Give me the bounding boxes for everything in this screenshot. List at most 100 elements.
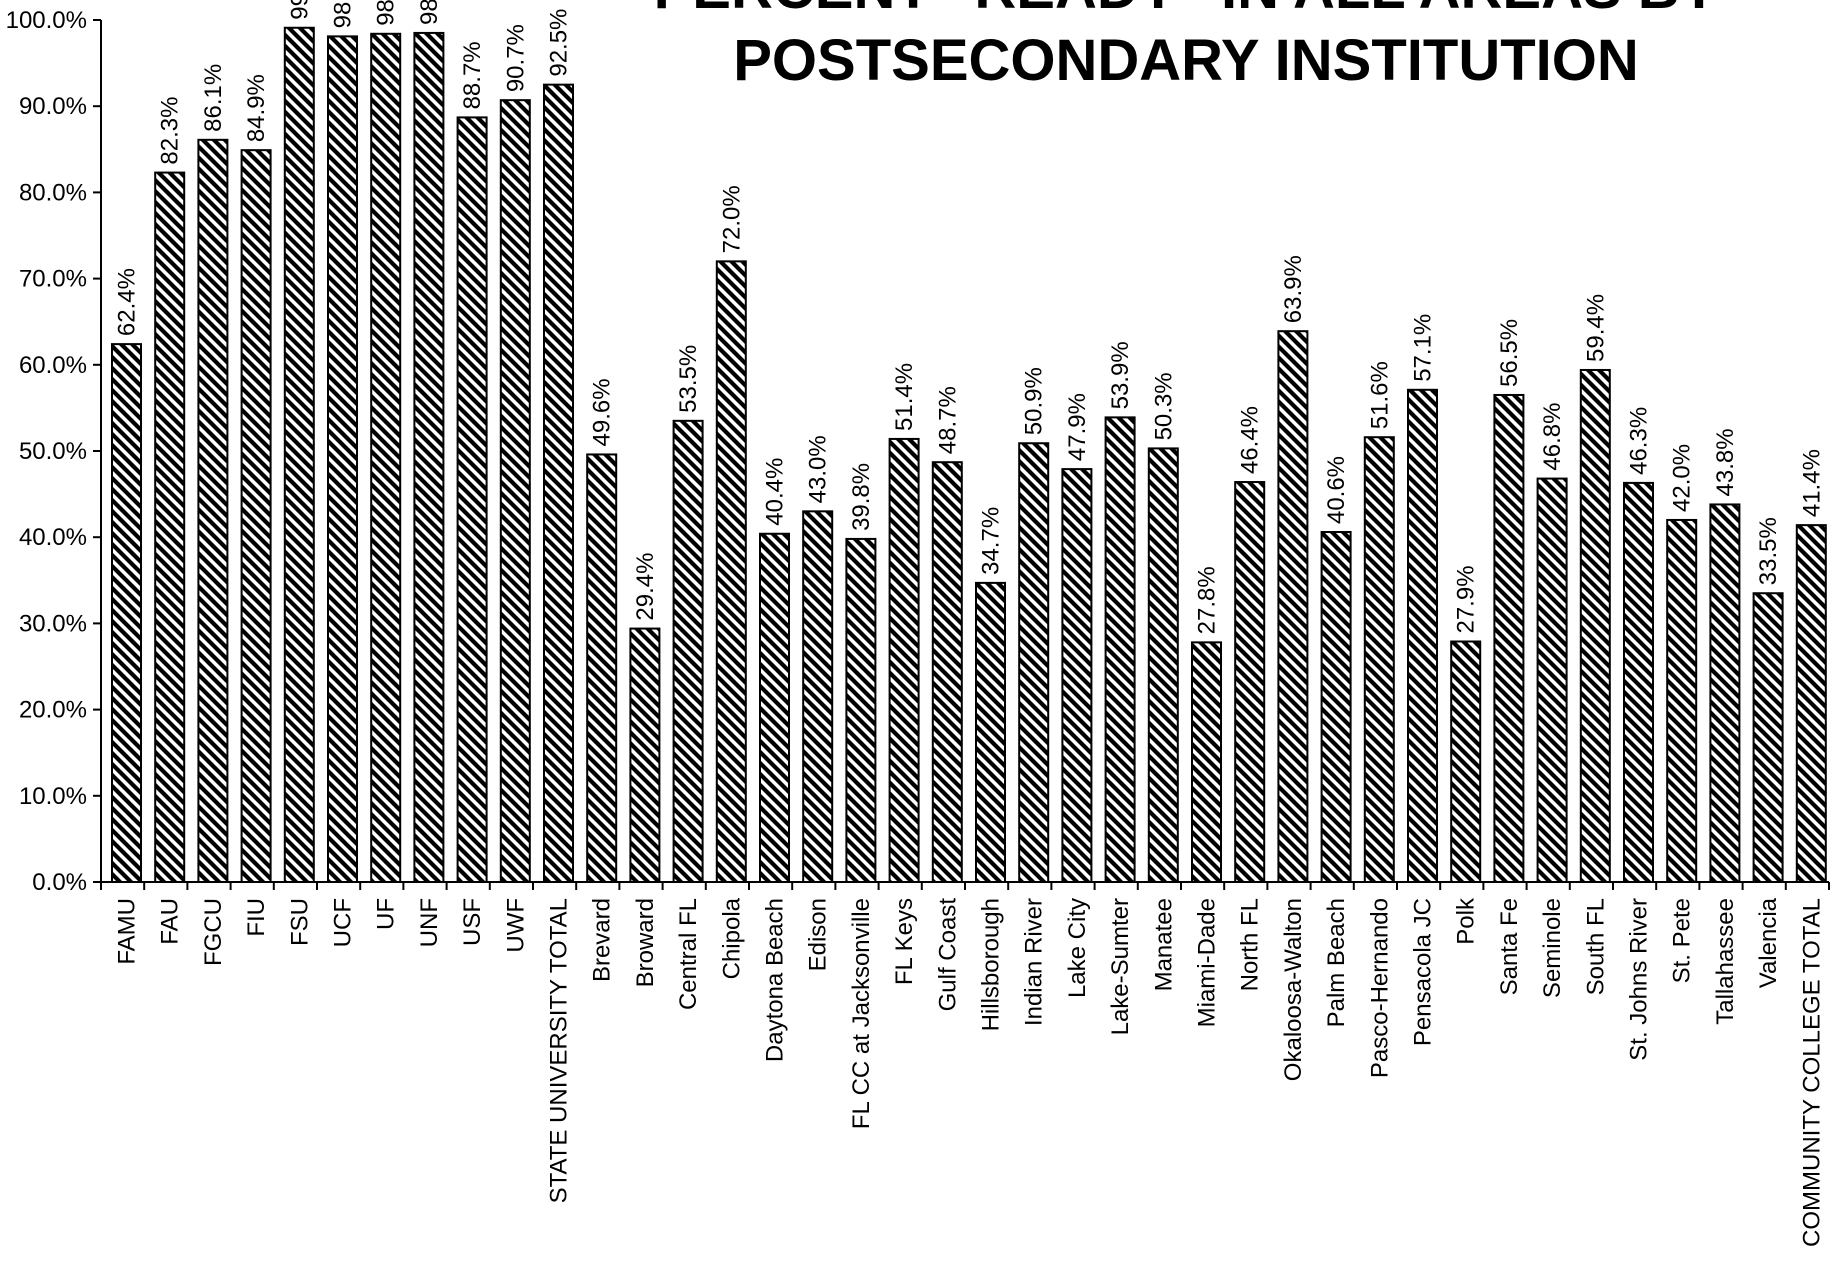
- data-label: 46.4%: [1237, 406, 1264, 474]
- category-label: South FL: [1582, 898, 1609, 995]
- bar: [629, 627, 661, 884]
- category-label: Tallahassee: [1712, 898, 1739, 1025]
- bar: [1536, 477, 1568, 883]
- category-label: UWF: [502, 898, 529, 953]
- category-label: FGCU: [200, 898, 227, 966]
- data-label: 51.4%: [891, 363, 918, 431]
- category-label: Gulf Coast: [934, 898, 961, 1012]
- data-label: 50.9%: [1021, 367, 1048, 435]
- category-label: Broward: [632, 898, 659, 987]
- bar: [715, 260, 747, 883]
- category-label: Santa Fe: [1496, 898, 1523, 995]
- data-label: 48.7%: [934, 386, 961, 454]
- data-label: 63.9%: [1280, 255, 1307, 323]
- bar: [1709, 503, 1741, 883]
- bar: [1623, 481, 1654, 883]
- data-label: 41.4%: [1798, 449, 1825, 517]
- data-label: 90.7%: [502, 24, 529, 92]
- category-label: FAMU: [114, 898, 141, 965]
- category-label: FAU: [157, 898, 184, 945]
- bar: [1363, 436, 1395, 883]
- category-label: Indian River: [1021, 898, 1048, 1026]
- bar: [370, 32, 402, 884]
- bar: [802, 510, 834, 883]
- category-label: Brevard: [589, 898, 616, 982]
- bar: [1450, 640, 1482, 884]
- category-label: St. Johns River: [1626, 898, 1653, 1061]
- category-label: Pasco-Hernando: [1366, 898, 1393, 1078]
- data-label: 56.5%: [1496, 319, 1523, 387]
- category-label: Miami-Dade: [1194, 898, 1221, 1027]
- bar: [283, 26, 315, 884]
- bar: [240, 149, 272, 884]
- y-tick-label: 10.0%: [19, 783, 87, 810]
- data-label: 53.9%: [1107, 341, 1134, 409]
- y-tick-label: 100.0%: [6, 7, 87, 34]
- y-tick-label: 30.0%: [19, 610, 87, 637]
- chart-title-line-2: POSTSECONDARY INSTITUTION: [733, 28, 1639, 93]
- bar: [1061, 468, 1093, 883]
- category-label: USF: [459, 898, 486, 946]
- data-label: 43.0%: [805, 435, 832, 503]
- bar: [1320, 531, 1352, 883]
- bar: [1493, 393, 1525, 883]
- category-label: FIU: [243, 898, 270, 937]
- category-label: Hillsborough: [978, 898, 1005, 1031]
- category-label: STATE UNIVERSITY TOTAL: [546, 898, 573, 1203]
- category-label: Manatee: [1150, 898, 1177, 991]
- y-tick-label: 50.0%: [19, 438, 87, 465]
- y-tick-label: 80.0%: [19, 179, 87, 206]
- bar: [586, 453, 618, 883]
- data-label: 57.1%: [1410, 314, 1437, 382]
- data-label: 51.6%: [1366, 361, 1393, 429]
- bar: [845, 537, 877, 883]
- category-label: UCF: [330, 898, 357, 947]
- bar: [413, 31, 445, 884]
- data-label: 62.4%: [114, 268, 141, 336]
- data-label: 50.3%: [1150, 372, 1177, 440]
- bar: [1795, 524, 1827, 884]
- data-label: 92.5%: [546, 9, 573, 77]
- bar: [1191, 641, 1222, 884]
- bar: [759, 532, 790, 883]
- bar: [931, 461, 963, 883]
- data-label: 99.1%: [286, 0, 313, 20]
- data-label: 40.6%: [1323, 456, 1350, 524]
- data-label: 72.0%: [718, 185, 745, 253]
- bar: [888, 437, 920, 883]
- bar: [1147, 447, 1179, 883]
- bar: [1018, 442, 1050, 883]
- data-label: 46.3%: [1626, 407, 1653, 475]
- category-label: FL Keys: [891, 898, 918, 985]
- category-label: UF: [373, 898, 400, 930]
- chart-title-line-1: PERCENT "READY" IN ALL AREAS BY: [654, 0, 1719, 21]
- data-label: 27.8%: [1194, 566, 1221, 634]
- data-label: 39.8%: [848, 463, 875, 531]
- bar: [154, 171, 186, 884]
- data-label: 53.5%: [675, 345, 702, 413]
- category-label: Edison: [805, 898, 832, 971]
- bar: [197, 138, 229, 883]
- bar: [1407, 388, 1438, 883]
- y-tick-label: 60.0%: [19, 352, 87, 379]
- y-tick-label: 70.0%: [19, 266, 87, 293]
- data-label: 98.5%: [416, 0, 443, 25]
- category-label: UNF: [416, 898, 443, 947]
- bars: [111, 26, 1827, 884]
- bar: [975, 581, 1006, 883]
- data-label: 27.9%: [1453, 565, 1480, 633]
- data-label: 98.1%: [330, 0, 357, 28]
- y-tick-label: 90.0%: [19, 93, 87, 120]
- bar: [499, 99, 531, 883]
- y-tick-label: 40.0%: [19, 524, 87, 551]
- category-label: St. Pete: [1669, 898, 1696, 983]
- bar: [1752, 592, 1784, 883]
- category-label: Okaloosa-Walton: [1280, 898, 1307, 1081]
- data-label: 47.9%: [1064, 393, 1091, 461]
- data-label: 82.3%: [157, 97, 184, 165]
- bar: [672, 419, 704, 883]
- bar: [327, 35, 358, 884]
- data-label: 34.7%: [978, 507, 1005, 575]
- labels: 62.4% FAMU 82.3% FAU 86.1% FGCU 84.9% FIU 99.1% F…: [114, 0, 1826, 1247]
